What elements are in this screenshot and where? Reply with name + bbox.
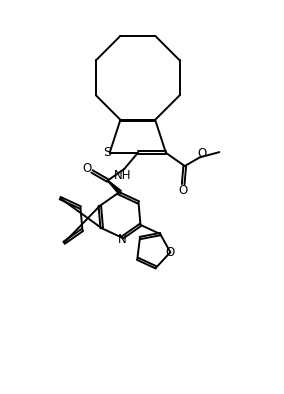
Text: N: N <box>118 234 126 247</box>
Text: O: O <box>179 184 188 197</box>
Text: O: O <box>82 162 91 175</box>
Text: O: O <box>166 246 175 259</box>
Text: O: O <box>197 147 207 160</box>
Text: NH: NH <box>114 169 131 182</box>
Text: S: S <box>103 146 111 159</box>
